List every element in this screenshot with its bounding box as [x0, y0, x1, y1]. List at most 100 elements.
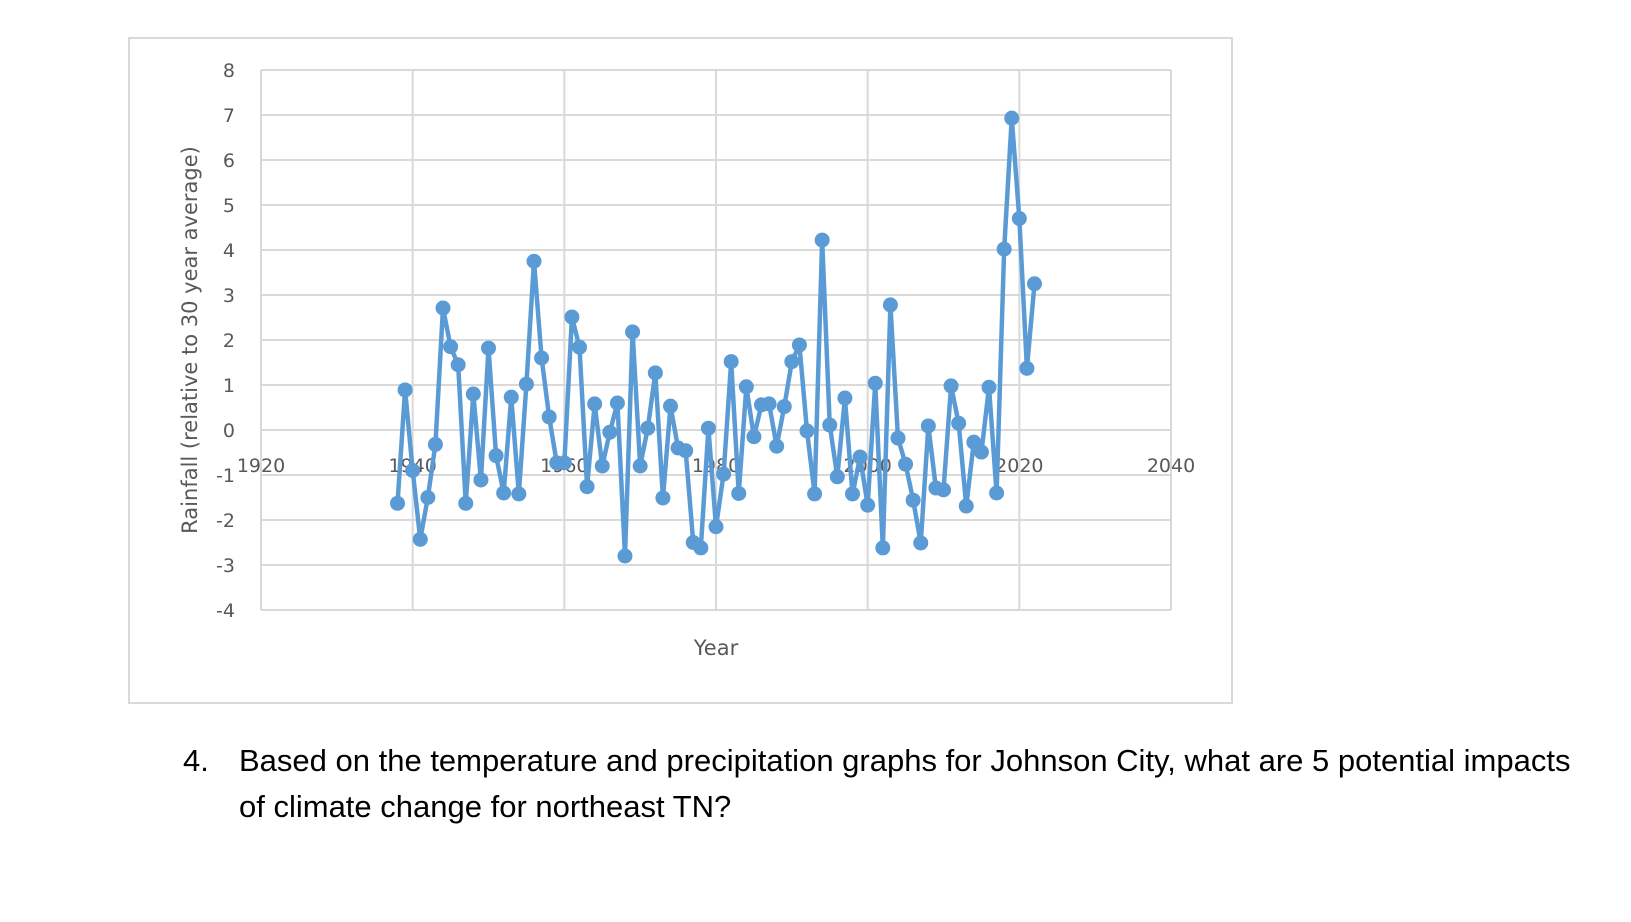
data-point — [996, 241, 1012, 257]
y-tick-label: 6 — [223, 150, 235, 172]
data-point — [951, 415, 967, 431]
data-point — [579, 479, 595, 495]
data-point — [1019, 360, 1035, 376]
data-point — [913, 535, 929, 551]
data-point — [390, 495, 405, 511]
data-point — [632, 458, 648, 474]
data-point — [473, 472, 489, 488]
data-point — [875, 540, 891, 556]
y-tick-label: 2 — [223, 330, 235, 352]
y-tick-label: 1 — [223, 375, 235, 397]
data-point — [746, 429, 762, 445]
data-point — [1004, 110, 1020, 126]
y-tick-label: -3 — [216, 555, 235, 577]
data-point — [564, 309, 580, 325]
y-axis-title: Rainfall (relative to 30 year average) — [178, 146, 202, 534]
data-point — [807, 486, 823, 502]
data-point — [837, 390, 853, 406]
question-4: 4. Based on the temperature and precipit… — [183, 738, 1583, 830]
data-point — [412, 531, 428, 547]
data-point — [738, 379, 754, 395]
series-markers — [390, 110, 1042, 564]
data-point — [981, 379, 997, 395]
data-point — [405, 463, 421, 478]
y-tick-label: 7 — [223, 105, 235, 127]
data-point — [625, 324, 641, 340]
data-point — [602, 424, 618, 440]
question-number: 4. — [183, 743, 209, 778]
x-tick-label: 2020 — [995, 455, 1043, 477]
data-point — [898, 456, 914, 472]
data-point — [450, 357, 466, 373]
data-point — [609, 395, 625, 411]
data-point — [958, 498, 974, 514]
data-point — [943, 378, 959, 394]
data-point — [587, 396, 603, 412]
data-point — [716, 466, 732, 482]
data-point — [723, 354, 739, 370]
data-point — [465, 386, 481, 402]
y-tick-label: 0 — [223, 420, 235, 442]
data-point — [534, 350, 550, 366]
y-tick-label: -2 — [216, 510, 235, 532]
data-point — [860, 497, 876, 513]
data-point — [973, 444, 989, 460]
data-point — [829, 469, 845, 485]
y-tick-label: 4 — [223, 240, 235, 262]
data-point — [822, 417, 838, 433]
data-point — [526, 253, 542, 269]
y-tick-label: -4 — [216, 600, 235, 622]
data-point — [769, 438, 785, 454]
data-point — [427, 436, 443, 452]
data-point — [814, 232, 830, 248]
data-point — [518, 376, 534, 392]
data-point — [936, 482, 951, 498]
data-point — [496, 485, 512, 501]
chart-border — [128, 37, 1233, 704]
data-point — [905, 492, 921, 508]
data-point — [481, 340, 496, 356]
data-point — [420, 490, 436, 505]
data-point — [791, 337, 807, 353]
x-tick-label: 1980 — [692, 455, 740, 477]
question-text: Based on the temperature and precipitati… — [239, 743, 1571, 824]
data-point — [443, 339, 459, 355]
y-tick-label: -1 — [216, 465, 235, 487]
data-point — [784, 354, 800, 370]
data-point — [693, 540, 709, 556]
data-point — [663, 398, 678, 414]
y-tick-label: 8 — [223, 60, 235, 82]
data-point — [397, 382, 413, 398]
data-point — [845, 486, 860, 502]
data-point — [890, 430, 906, 446]
x-axis-title: Year — [693, 636, 739, 660]
data-point — [852, 449, 868, 465]
x-tick-label: 1920 — [237, 455, 285, 477]
y-tick-labels: 8 7 6 5 4 3 2 1 0 -1 -2 -3 -4 — [216, 60, 235, 622]
data-point — [776, 399, 792, 415]
data-point — [556, 455, 572, 471]
data-point — [541, 409, 557, 425]
data-point — [488, 448, 504, 464]
data-point — [761, 396, 777, 412]
data-point — [731, 485, 747, 501]
data-point — [1011, 211, 1027, 226]
data-point — [678, 443, 694, 459]
y-tick-label: 5 — [223, 195, 235, 217]
data-point — [594, 458, 610, 474]
data-point — [867, 375, 883, 391]
data-point — [640, 420, 656, 436]
data-point — [458, 495, 474, 511]
data-point — [920, 418, 936, 434]
data-point — [882, 297, 898, 313]
y-tick-label: 3 — [223, 285, 235, 307]
data-point — [1027, 276, 1042, 292]
data-point — [989, 485, 1005, 501]
x-tick-label: 2040 — [1147, 455, 1195, 477]
data-point — [700, 420, 716, 436]
data-point — [655, 490, 671, 506]
data-point — [799, 423, 815, 439]
data-point — [435, 300, 451, 316]
data-point — [503, 389, 519, 405]
